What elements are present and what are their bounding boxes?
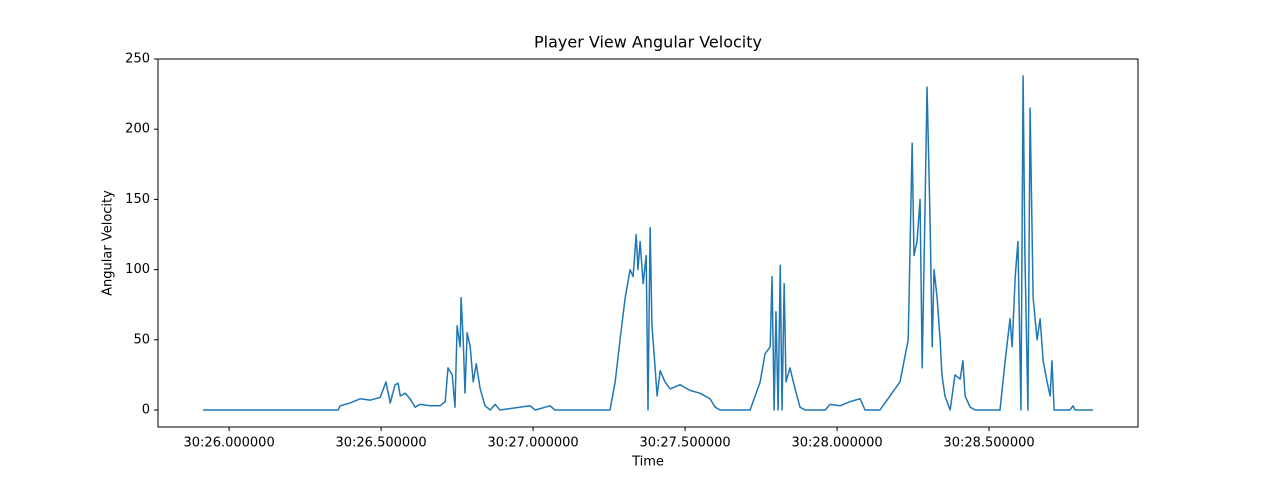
y-tick-label: 150 xyxy=(125,192,150,207)
x-axis-label: Time xyxy=(631,455,664,470)
x-tick-label: 30:28.500000 xyxy=(943,436,1034,451)
x-tick-label: 30:28.000000 xyxy=(791,436,882,451)
x-tick-label: 30:26.500000 xyxy=(335,436,426,451)
y-tick-label: 100 xyxy=(125,262,150,277)
y-tick-label: 200 xyxy=(125,122,150,137)
y-tick-label: 0 xyxy=(142,403,150,418)
data-line xyxy=(202,75,1094,411)
x-tick-label: 30:26.000000 xyxy=(184,436,275,451)
x-tick-label: 30:27.000000 xyxy=(487,436,578,451)
chart-title: Player View Angular Velocity xyxy=(534,33,762,52)
x-tick-label: 30:27.500000 xyxy=(639,436,730,451)
y-axis-label: Angular Velocity xyxy=(101,190,116,296)
plot-frame xyxy=(157,58,1139,428)
y-tick-label: 250 xyxy=(125,52,150,67)
y-tick-label: 50 xyxy=(133,332,150,347)
